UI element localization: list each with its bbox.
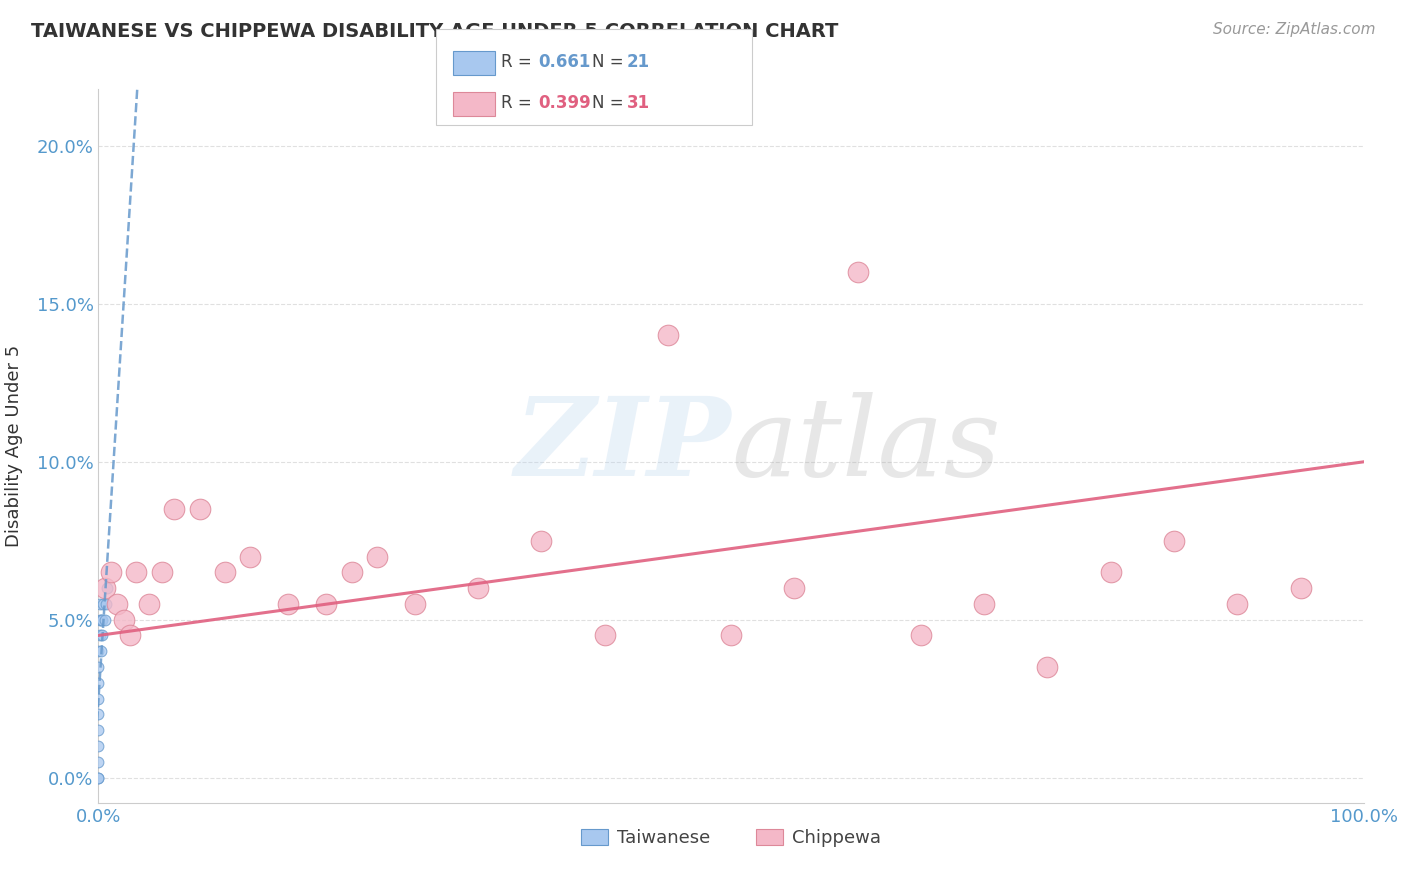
Point (1226, 597, 1249, 611)
Point (107, 597, 129, 611)
Point (1163, 533, 1185, 548)
Point (1099, 566, 1122, 580)
Point (277, 597, 299, 611)
Point (90, 644, 112, 658)
Point (87, 723, 110, 738)
Text: ZIP: ZIP (515, 392, 731, 500)
Point (87, 771, 110, 785)
Point (87, 739, 110, 753)
Text: R =: R = (501, 53, 537, 70)
Point (90, 613, 112, 627)
Point (1289, 581, 1312, 595)
Point (93, 597, 115, 611)
Point (593, 628, 616, 642)
Point (91, 628, 114, 642)
Point (87, 691, 110, 706)
Point (87, 644, 110, 658)
Text: 0.661: 0.661 (538, 53, 591, 70)
Point (87, 771, 110, 785)
Text: 21: 21 (627, 53, 650, 70)
Point (91, 613, 114, 627)
Point (315, 597, 337, 611)
Point (340, 566, 363, 580)
Point (100, 566, 122, 580)
Point (87, 707, 110, 722)
Point (87, 660, 110, 674)
Point (120, 628, 141, 642)
Point (657, 328, 679, 343)
Point (89, 628, 111, 642)
Point (94, 597, 117, 611)
Point (1036, 660, 1059, 674)
Point (783, 581, 806, 595)
Point (96, 581, 118, 595)
Point (530, 533, 553, 548)
Point (214, 566, 236, 580)
Point (89, 613, 111, 627)
Point (239, 549, 262, 564)
Point (125, 566, 148, 580)
Point (87, 755, 110, 769)
Point (150, 566, 173, 580)
Point (467, 581, 489, 595)
Text: TAIWANESE VS CHIPPEWA DISABILITY AGE UNDER 5 CORRELATION CHART: TAIWANESE VS CHIPPEWA DISABILITY AGE UND… (31, 22, 838, 41)
Text: Source: ZipAtlas.com: Source: ZipAtlas.com (1212, 22, 1375, 37)
Text: atlas: atlas (731, 392, 1001, 500)
Point (973, 597, 995, 611)
Point (89, 597, 111, 611)
Point (93, 581, 117, 595)
Point (112, 613, 135, 627)
Text: N =: N = (592, 53, 628, 70)
Point (404, 597, 426, 611)
Point (87, 675, 110, 690)
Point (366, 549, 388, 564)
Y-axis label: Disability Age Under 5: Disability Age Under 5 (4, 345, 22, 547)
Point (163, 502, 186, 516)
Point (846, 265, 869, 279)
Point (910, 628, 932, 642)
Point (138, 597, 160, 611)
Text: N =: N = (592, 94, 628, 112)
Text: 0.399: 0.399 (538, 94, 592, 112)
Point (188, 502, 211, 516)
Point (93, 613, 117, 627)
Text: 31: 31 (627, 94, 650, 112)
Legend: Taiwanese, Chippewa: Taiwanese, Chippewa (574, 822, 889, 855)
Text: R =: R = (501, 94, 537, 112)
Point (720, 628, 742, 642)
